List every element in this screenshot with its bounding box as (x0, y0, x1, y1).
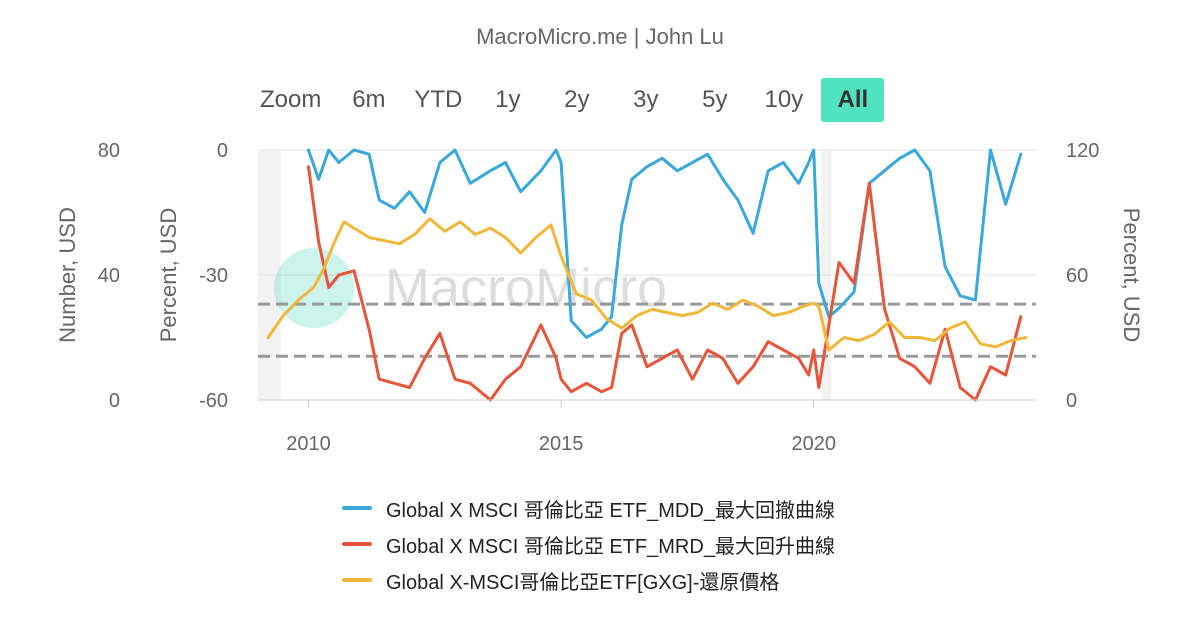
y-axis-title-right: Percent, USD (1119, 208, 1144, 343)
y-axis-title-number: Number, USD (55, 207, 80, 343)
legend-label: Global X MSCI 哥倫比亞 ETF_MDD_最大回撤曲線 (386, 499, 835, 522)
legend-label: Global X-MSCI哥倫比亞ETF[GXG]-還原價格 (386, 571, 780, 594)
x-tick-label: 2010 (286, 433, 331, 455)
series-line-1 (307, 165, 1023, 402)
y-tick-label-right: 120 (1066, 140, 1099, 162)
watermark: MacroMicro (274, 248, 667, 328)
zoom-label: Zoom (260, 86, 322, 113)
watermark-text: MacroMicro (385, 258, 667, 318)
x-tick-label: 2020 (791, 433, 836, 455)
legend-label: Global X MSCI 哥倫比亞 ETF_MRD_最大回升曲線 (386, 535, 835, 558)
range-button-ytd[interactable]: YTD (414, 86, 463, 113)
legend: Global X MSCI 哥倫比亞 ETF_MDD_最大回撤曲線 Global… (342, 490, 835, 598)
y-tick-label-percent: 0 (217, 140, 228, 162)
chart-subtitle: MacroMicro.me | John Lu (476, 24, 724, 49)
y-tick-label-right: 60 (1066, 265, 1088, 287)
y-axis-title-percent: Percent, USD (156, 208, 181, 343)
range-button-10y[interactable]: 10y (764, 86, 804, 113)
range-button-1y[interactable]: 1y (495, 86, 521, 113)
x-tick-label: 2015 (539, 433, 584, 455)
series-line-0 (307, 148, 1023, 339)
legend-item-mrd[interactable]: Global X MSCI 哥倫比亞 ETF_MRD_最大回升曲線 (342, 526, 835, 562)
y-tick-label-number: 0 (109, 390, 120, 412)
y-tick-label-number: 40 (98, 265, 120, 287)
range-button-2y[interactable]: 2y (564, 86, 590, 113)
legend-item-gxg[interactable]: Global X-MSCI哥倫比亞ETF[GXG]-還原價格 (342, 562, 835, 598)
legend-swatch (342, 506, 372, 510)
y-tick-label-percent: -60 (199, 390, 228, 412)
range-selector: Zoom 6m YTD 1y 2y 3y 5y 10y All (252, 78, 890, 122)
y-tick-label-percent: -30 (199, 265, 228, 287)
y-tick-label-right: 0 (1066, 390, 1077, 412)
range-button-6m[interactable]: 6m (352, 86, 386, 113)
legend-swatch (342, 578, 372, 582)
series-line-2 (266, 217, 1028, 352)
range-button-all[interactable]: All (821, 78, 885, 122)
legend-swatch (342, 542, 372, 546)
y-tick-label-number: 80 (98, 140, 120, 162)
range-button-5y[interactable]: 5y (702, 86, 728, 113)
legend-item-mdd[interactable]: Global X MSCI 哥倫比亞 ETF_MDD_最大回撤曲線 (342, 490, 835, 526)
range-button-3y[interactable]: 3y (633, 86, 659, 113)
